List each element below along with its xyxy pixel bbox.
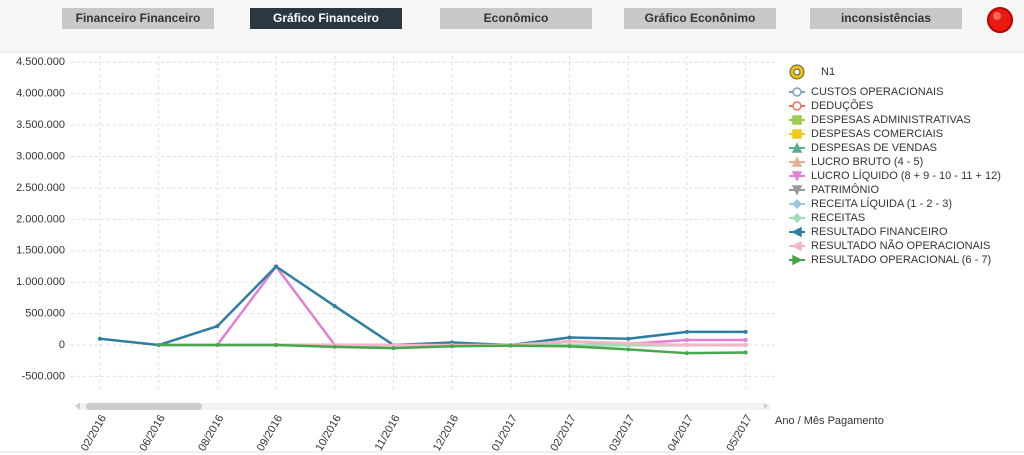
legend-marker xyxy=(792,129,802,139)
x-tick-label: 04/2017 xyxy=(666,413,696,453)
x-tick-label: 10/2016 xyxy=(314,413,344,453)
data-point xyxy=(215,343,220,348)
x-tick-label: 02/2016 xyxy=(79,413,109,453)
x-tick-label: 12/2016 xyxy=(431,413,461,453)
y-tick-label: 500.000 xyxy=(25,308,65,320)
data-point xyxy=(684,351,689,356)
scroll-track[interactable] xyxy=(78,403,770,410)
legend-label: DEDUÇÕES xyxy=(811,99,873,112)
legend-title: N1 xyxy=(821,66,835,78)
legend-label: RECEITA LÍQUIDA (1 - 2 - 3) xyxy=(811,197,952,210)
y-tick-label: -500.000 xyxy=(22,370,65,382)
data-point xyxy=(567,344,572,349)
data-point xyxy=(743,350,748,355)
legend-marker xyxy=(791,212,803,224)
nav-button-label[interactable]: Gráfico Econônimo xyxy=(645,11,756,25)
data-point xyxy=(743,343,748,348)
x-tick-label: 03/2017 xyxy=(607,413,637,453)
legend-marker xyxy=(791,198,803,210)
legend-marker xyxy=(791,156,803,167)
data-point xyxy=(332,304,337,309)
x-tick-label: 09/2016 xyxy=(255,413,285,453)
nav-button-label[interactable]: Gráfico Financeiro xyxy=(273,11,379,25)
legend-label: RESULTADO NÃO OPERACIONAIS xyxy=(811,239,990,252)
data-point xyxy=(684,343,689,348)
legend-marker xyxy=(792,101,802,111)
data-point xyxy=(332,344,337,349)
legend-marker xyxy=(792,115,802,125)
legend-label: PATRIMÔNIO xyxy=(811,183,879,196)
legend-marker xyxy=(792,87,802,97)
legend-label: LUCRO BRUTO (4 - 5) xyxy=(811,156,923,168)
legend-label: RESULTADO FINANCEIRO xyxy=(811,226,948,238)
nav-button-label[interactable]: inconsistências xyxy=(841,11,931,25)
nav-button[interactable] xyxy=(624,8,776,29)
legend-label: DESPESAS ADMINISTRATIVAS xyxy=(811,114,971,126)
data-point xyxy=(743,329,748,334)
data-point xyxy=(391,346,396,351)
data-point xyxy=(274,264,279,269)
y-tick-label: 0 xyxy=(59,339,65,351)
data-point xyxy=(684,337,689,342)
scroll-thumb[interactable] xyxy=(86,403,202,410)
series-line xyxy=(99,265,746,347)
data-point xyxy=(156,343,161,348)
nav-button[interactable] xyxy=(250,8,402,29)
data-point xyxy=(215,324,220,329)
x-tick-label: 08/2016 xyxy=(196,413,226,453)
legend-marker xyxy=(791,142,803,153)
legend-icon-inner xyxy=(793,68,801,76)
data-point xyxy=(97,336,102,341)
y-tick-label: 4.000.000 xyxy=(16,88,65,100)
data-point xyxy=(567,335,572,340)
legend-label: DESPESAS DE VENDAS xyxy=(811,142,937,154)
scroll-right[interactable] xyxy=(764,403,768,409)
legend-marker xyxy=(792,254,803,266)
legend-marker xyxy=(791,185,803,196)
y-tick-label: 2.000.000 xyxy=(16,213,65,225)
legend-marker xyxy=(791,240,802,252)
x-axis-title: Ano / Mês Pagamento xyxy=(775,415,884,427)
legend-label: CUSTOS OPERACIONAIS xyxy=(811,86,943,98)
y-tick-label: 4.500.000 xyxy=(16,56,65,68)
y-tick-label: 1.500.000 xyxy=(16,245,65,257)
legend-label: DESPESAS COMERCIAIS xyxy=(811,128,943,140)
x-tick-label: 06/2016 xyxy=(137,413,167,453)
y-tick-label: 3.000.000 xyxy=(16,150,65,162)
x-tick-label: 05/2017 xyxy=(724,413,754,453)
nav-button[interactable] xyxy=(810,8,962,29)
legend-marker xyxy=(791,226,802,238)
data-point xyxy=(450,344,455,349)
x-tick-label: 02/2017 xyxy=(548,413,578,453)
status-light xyxy=(987,7,1013,33)
nav-button-label[interactable]: Financeiro Financeiro xyxy=(76,11,201,25)
legend-label: RECEITAS xyxy=(811,212,865,224)
status-light-shine xyxy=(993,12,1001,20)
data-point xyxy=(626,341,631,346)
nav-button-label[interactable]: Econômico xyxy=(484,11,549,25)
nav-button[interactable] xyxy=(440,8,592,29)
y-tick-label: 1.000.000 xyxy=(16,276,65,288)
legend-label: LUCRO LÍQUIDO (8 + 9 - 10 - 11 + 12) xyxy=(811,169,1001,182)
scroll-left[interactable] xyxy=(75,402,81,410)
data-point xyxy=(508,343,513,348)
legend-marker xyxy=(791,171,803,182)
y-tick-label: 2.500.000 xyxy=(16,182,65,194)
nav-button[interactable] xyxy=(62,8,214,29)
data-point xyxy=(684,329,689,334)
data-point xyxy=(274,343,279,348)
legend-label: RESULTADO OPERACIONAL (6 - 7) xyxy=(811,254,991,266)
data-point xyxy=(626,347,631,352)
x-tick-label: 11/2016 xyxy=(373,413,403,453)
x-tick-label: 01/2017 xyxy=(490,413,520,453)
data-point xyxy=(626,336,631,341)
data-point xyxy=(391,343,396,348)
data-point xyxy=(743,337,748,342)
data-point xyxy=(567,339,572,344)
y-tick-label: 3.500.000 xyxy=(16,119,65,131)
